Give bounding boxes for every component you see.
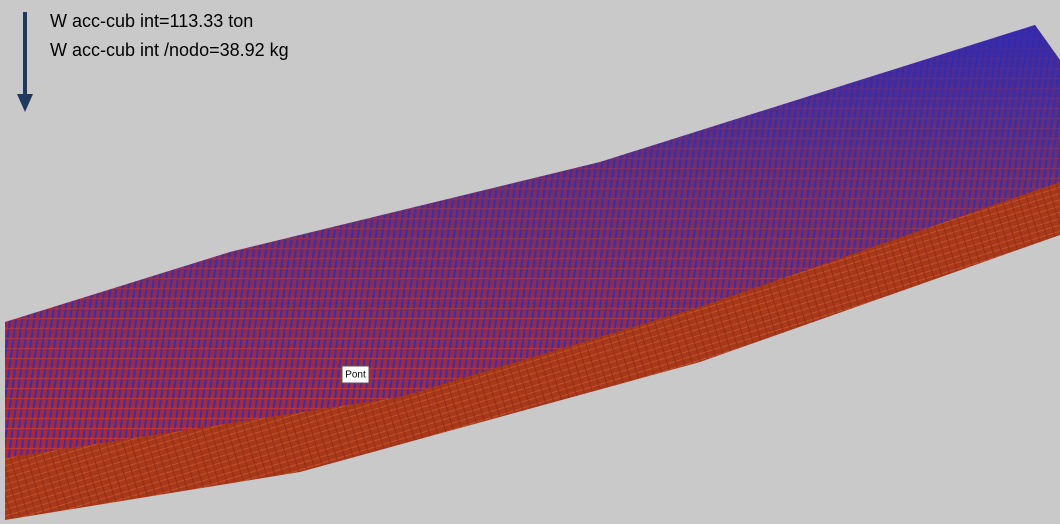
direction-arrow-head [17, 94, 33, 112]
annotation: W acc-cub int /nodo=38.92 kg [50, 40, 289, 60]
arrow-heads [5, 25, 1060, 458]
label-box [341, 365, 370, 384]
node-label: Pont [345, 370, 366, 381]
hull-side [5, 180, 1060, 520]
annotation: W acc-cub int=113.33 ton [50, 11, 253, 31]
